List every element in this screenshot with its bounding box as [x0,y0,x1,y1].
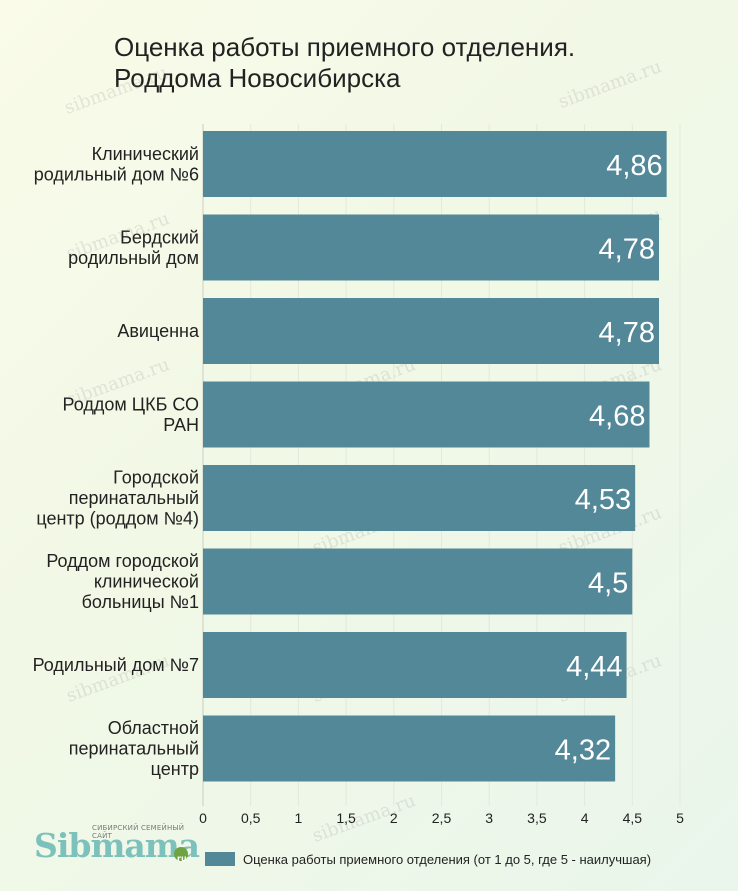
category-label-line: Бердский [120,227,199,247]
category-label: Авиценна [117,321,200,341]
category-label: Роддом ЦКБ СО РАН [63,394,199,435]
x-tick-label: 2 [390,810,398,826]
x-tick-label: 1,5 [336,810,356,826]
logo-wordmark: Sibmama [34,826,200,865]
bar [203,465,636,531]
x-tick-label: 4 [581,810,589,826]
category-label-line: центр (роддом №4) [36,509,199,529]
bar [203,381,650,448]
category-label: Областной перинатальный центр [69,718,199,779]
category-label: Клинический родильный дом №6 [34,144,199,185]
category-label-line: перинатальный [69,488,199,508]
category-label-line: родильный дом №6 [34,164,199,184]
bar [203,715,616,782]
category-label-line: Авиценна [117,321,200,341]
bar [203,131,667,197]
category-label-line: больницы №1 [82,592,199,612]
legend-label: Оценка работы приемного отделения (от 1 … [243,851,652,867]
category-label: Родильный дом №7 [33,655,199,675]
logo-dot-icon [174,847,188,861]
category-label-line: центр [151,759,199,779]
x-tick-label: 3,5 [527,810,547,826]
bar [203,214,660,281]
chart-title-line-1: Оценка работы приемного отделения. [114,32,576,62]
category-label: Роддом городской клинической больницы №1 [46,551,199,612]
logo-suffix: ru [177,854,187,863]
category-label-line: Роддом городской [46,551,199,571]
bar-value-label: 4,78 [599,234,655,266]
bar-value-label: 4,32 [555,735,611,767]
x-tick-label: 5 [676,810,684,826]
category-label: Городской перинатальный центр (роддом №4) [36,468,199,529]
category-label-line: РАН [163,415,199,435]
bar-value-label: 4,44 [566,651,622,683]
bar [203,632,627,698]
x-tick-label: 3 [485,810,493,826]
sibmama-logo: СИБИРСКИЙ СЕМЕЙНЫЙ САЙТ Sibmama ru [34,824,200,868]
category-label-line: Роддом ЦКБ СО [63,394,199,414]
bar-value-label: 4,68 [589,401,645,433]
category-label-line: клинической [94,572,199,592]
x-tick-label: 2,5 [432,810,452,826]
x-tick-label: 1 [295,810,303,826]
category-label-line: перинатальный [69,739,199,759]
x-tick-label: 0,5 [241,810,261,826]
legend-swatch [205,852,235,866]
category-label: Бердский родильный дом [68,227,199,268]
legend: Оценка работы приемного отделения (от 1 … [205,850,651,868]
bar-value-label: 4,5 [588,568,628,600]
category-label-line: Родильный дом №7 [33,655,199,675]
bar-value-label: 4,86 [606,150,662,182]
category-label-line: Областной [108,718,199,738]
bar-value-label: 4,53 [575,484,631,516]
bar-value-label: 4,78 [599,317,655,349]
category-label-line: родильный дом [68,248,199,268]
x-tick-label: 0 [199,810,207,826]
bar [203,298,660,364]
x-tick-label: 4,5 [623,810,643,826]
category-label-line: Городской [113,468,199,488]
chart-title-line-2: Роддома Новосибирска [114,63,401,93]
bar [203,548,633,615]
chart-title: Оценка работы приемного отделения. Роддо… [114,32,714,94]
category-label-line: Клинический [92,144,199,164]
logo-tagline: СИБИРСКИЙ СЕМЕЙНЫЙ САЙТ [92,824,185,840]
